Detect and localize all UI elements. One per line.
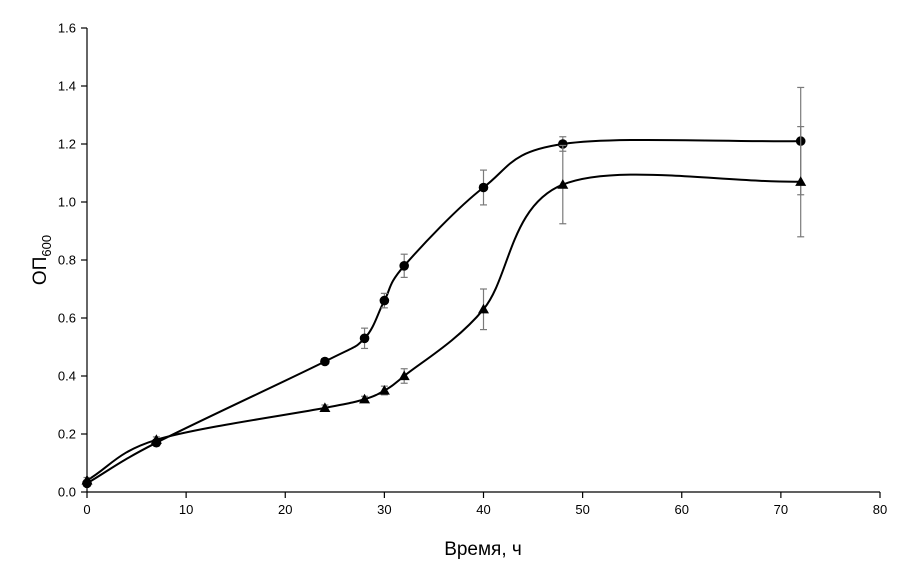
x-tick-label: 0 — [83, 502, 90, 517]
x-tick-label: 60 — [675, 502, 689, 517]
data-point-triangle — [378, 385, 390, 395]
data-point-triangle — [359, 393, 371, 404]
x-tick-label: 40 — [476, 502, 490, 517]
x-tick-label: 20 — [278, 502, 292, 517]
data-point-triangle — [319, 402, 331, 413]
data-point-circle — [359, 333, 370, 344]
data-point-triangle — [398, 370, 410, 381]
data-point-triangle — [150, 434, 162, 444]
ticks: 0 10 20 30 40 50 60 70 80 0.0 0.2 0.4 0.6 0.8 1.0 1.2 1.… — [58, 21, 887, 518]
data-point-circle — [320, 356, 330, 367]
axes — [86, 28, 880, 493]
data-point-triangle — [795, 176, 807, 186]
series-1 — [82, 86, 806, 489]
x-tick-label: 10 — [179, 502, 193, 517]
data-point-triangle — [478, 303, 489, 314]
data-point-circle — [478, 182, 489, 193]
x-tick-label: 70 — [774, 502, 788, 517]
y-tick-label: 1.4 — [58, 79, 76, 94]
series-2 — [81, 125, 807, 485]
y-tick-label: 1.0 — [58, 195, 76, 210]
y-tick-label: 0.0 — [58, 485, 76, 500]
series-line — [86, 173, 801, 482]
data-point-circle — [399, 261, 410, 271]
y-tick-label: 0.2 — [58, 427, 76, 442]
y-axis-label-main: ОП — [30, 257, 51, 285]
x-tick-label: 80 — [873, 502, 887, 517]
x-tick-label: 30 — [377, 502, 391, 517]
data-point-circle — [558, 139, 568, 149]
x-tick-label: 50 — [575, 502, 589, 517]
data-point-triangle — [557, 179, 569, 189]
y-tick-label: 0.6 — [58, 311, 76, 326]
x-axis-label: Время, ч — [444, 539, 522, 560]
y-tick-label: 1.6 — [58, 21, 76, 36]
y-tick-label: 0.4 — [58, 369, 76, 384]
data-point-triangle — [81, 474, 93, 485]
series-layer — [81, 86, 807, 489]
y-axis-label: ОП600 — [30, 235, 54, 285]
y-tick-label: 1.2 — [58, 137, 76, 152]
data-point-circle — [379, 295, 390, 306]
y-axis-label-subscript: 600 — [39, 235, 54, 257]
y-tick-label: 0.8 — [58, 253, 76, 268]
